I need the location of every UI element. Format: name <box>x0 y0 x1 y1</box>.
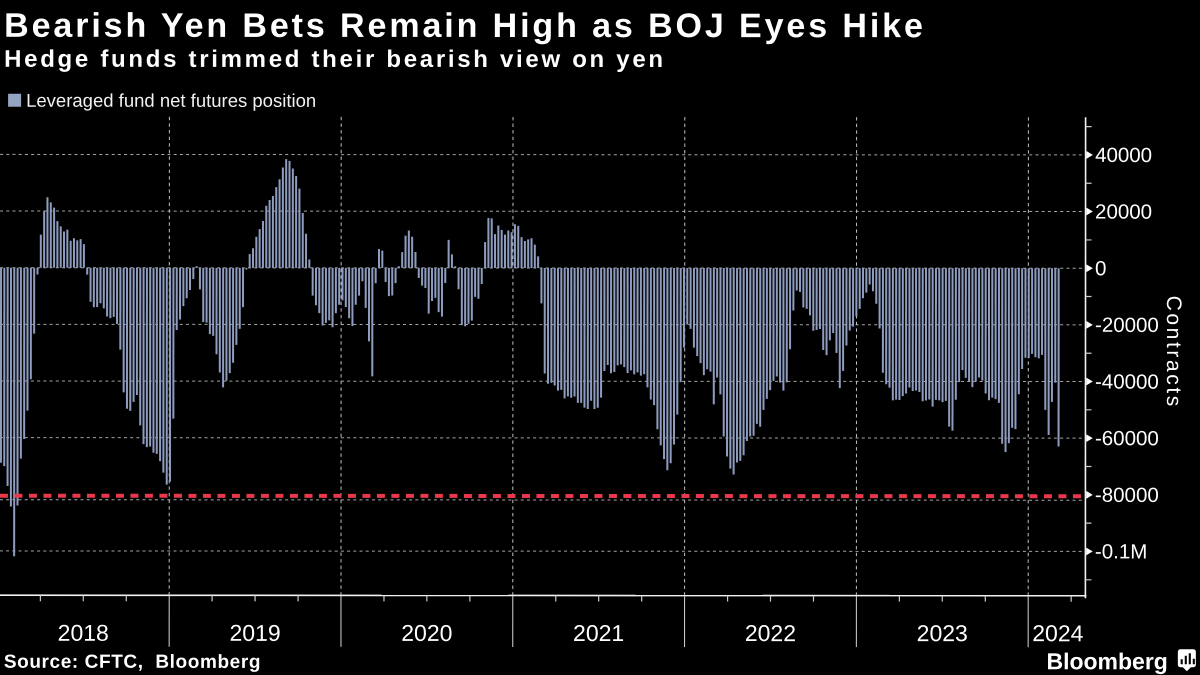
svg-text:-20000: -20000 <box>1095 314 1159 337</box>
svg-text:2020: 2020 <box>401 620 452 646</box>
svg-text:2022: 2022 <box>745 620 796 646</box>
svg-text:2023: 2023 <box>917 620 968 646</box>
svg-text:20000: 20000 <box>1095 201 1152 224</box>
svg-text:Hedge funds trimmed their bear: Hedge funds trimmed their bearish view o… <box>4 46 666 73</box>
svg-text:-40000: -40000 <box>1095 371 1159 394</box>
svg-text:40000: 40000 <box>1095 144 1152 167</box>
svg-text:Source: CFTC, Bloomberg: Source: CFTC, Bloomberg <box>4 652 261 673</box>
svg-text:0: 0 <box>1095 257 1106 280</box>
svg-text:-60000: -60000 <box>1095 427 1159 450</box>
svg-text:2024: 2024 <box>1032 620 1083 646</box>
svg-text:2021: 2021 <box>573 620 624 646</box>
svg-text:Bloomberg: Bloomberg <box>1046 648 1167 674</box>
svg-text:2019: 2019 <box>229 620 280 646</box>
svg-text:-0.1M: -0.1M <box>1095 540 1147 563</box>
svg-text:Leveraged fund net futures pos: Leveraged fund net futures position <box>26 90 316 111</box>
svg-text:Contracts: Contracts <box>1162 296 1185 409</box>
svg-text:-80000: -80000 <box>1095 484 1159 507</box>
svg-text:Bearish Yen Bets Remain High a: Bearish Yen Bets Remain High as BOJ Eyes… <box>4 7 926 45</box>
svg-text:2018: 2018 <box>58 620 109 646</box>
